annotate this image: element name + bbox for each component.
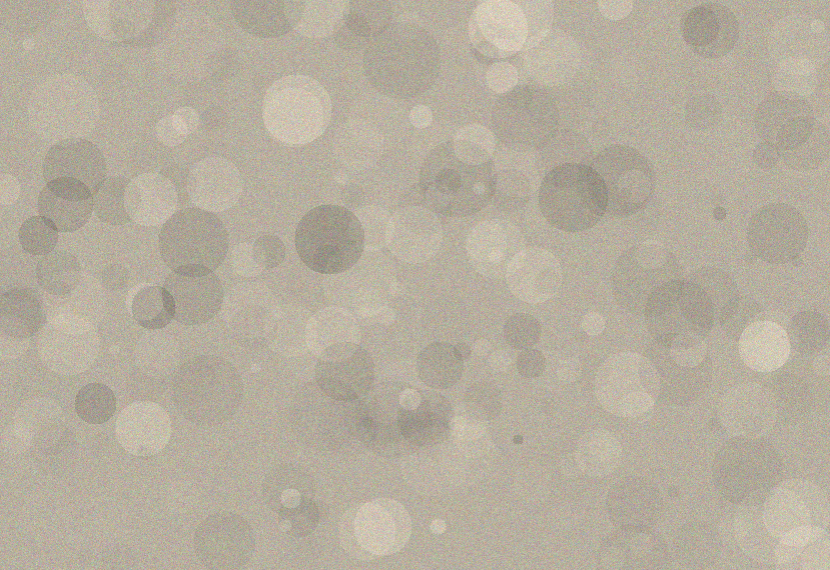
Text: The component forms of vectors u and: The component forms of vectors u and [129,502,789,532]
Text: J.: J. [95,482,118,512]
Text: 19.: 19. [29,502,82,532]
Text: ⟨4,27⟩: ⟨4,27⟩ [154,482,256,512]
Text: G.: G. [95,351,131,381]
Text: H.: H. [95,416,134,447]
Text: ⟨3,10⟩: ⟨3,10⟩ [154,416,256,447]
Text: F.: F. [95,285,124,316]
Text: ⟨16,−15⟩: ⟨16,−15⟩ [154,547,302,570]
Text: ⟨−4,−27⟩: ⟨−4,−27⟩ [154,351,307,381]
Text: ntity: ntity [42,11,129,44]
Text: ⟨−16,15⟩: ⟨−16,15⟩ [154,285,302,316]
Text: K.: K. [95,547,133,570]
